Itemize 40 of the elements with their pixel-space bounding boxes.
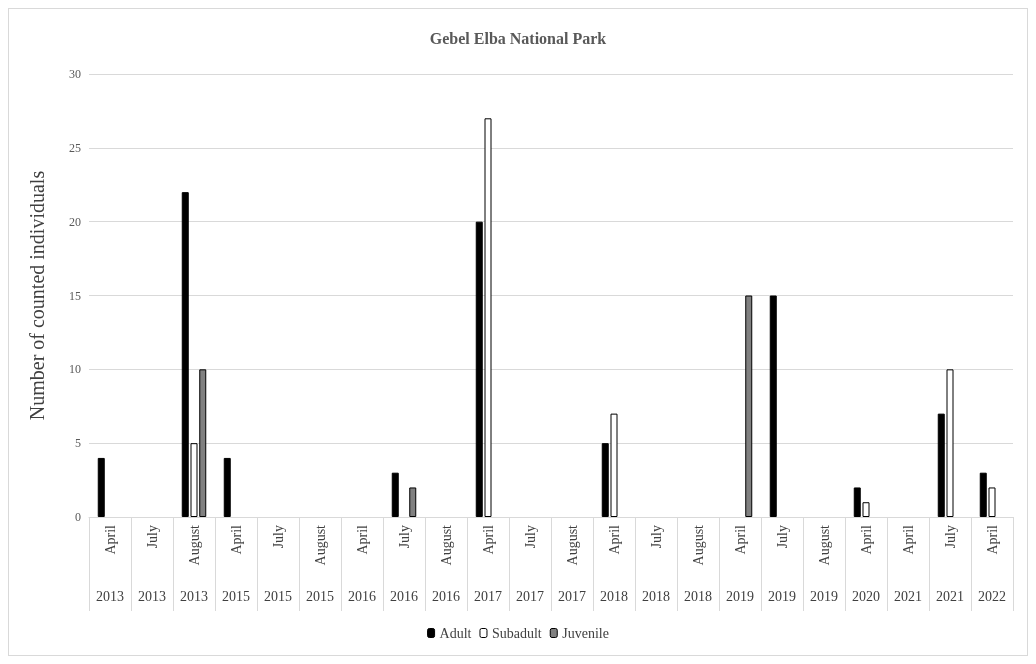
category-label: July 2015 <box>264 525 292 604</box>
y-axis-title: Number of counted individuals <box>26 170 48 421</box>
bar <box>745 295 753 517</box>
category-label: April 2021 <box>894 525 922 604</box>
legend-label: Juvenile <box>562 625 609 641</box>
legend-label: Adult <box>439 625 472 641</box>
y-tick-label: 25 <box>69 140 81 155</box>
bar <box>409 487 417 517</box>
category-label: August 2017 <box>558 525 586 604</box>
category-label: April 2013 <box>96 525 124 604</box>
category-label: August 2016 <box>432 525 460 604</box>
category-label: July 2018 <box>642 525 670 604</box>
category-label: August 2015 <box>306 525 334 604</box>
category-label: April 2018 <box>600 525 628 604</box>
y-tick-label: 0 <box>75 510 81 524</box>
category-label: April 2015 <box>222 525 250 604</box>
category-label: July 2021 <box>936 525 964 604</box>
category-label: July 2013 <box>138 525 166 604</box>
chart-title: Gebel Elba National Park <box>429 29 607 47</box>
category-label: April 2020 <box>852 525 880 604</box>
bar <box>223 457 231 517</box>
bar <box>769 295 777 517</box>
category-label: July 2019 <box>768 525 796 604</box>
category-label: August 2013 <box>180 525 208 604</box>
category-label: July 2017 <box>516 525 544 604</box>
category-label: July 2016 <box>390 525 418 604</box>
legend-label: Subadult <box>491 625 542 641</box>
category-label: April 2017 <box>474 525 502 604</box>
bar <box>97 457 105 517</box>
y-tick-label: 20 <box>69 214 81 229</box>
y-tick-label: 15 <box>69 288 81 303</box>
category-label: April 2019 <box>726 525 754 604</box>
y-tick-label: 30 <box>69 67 81 81</box>
category-label: August 2019 <box>810 525 838 604</box>
category-label: April 2016 <box>348 525 376 604</box>
bar <box>391 472 399 517</box>
y-tick-label: 5 <box>75 436 81 451</box>
y-tick-label: 10 <box>69 362 81 377</box>
category-label: August 2018 <box>684 525 712 604</box>
category-label: April 2022 <box>978 525 1006 604</box>
